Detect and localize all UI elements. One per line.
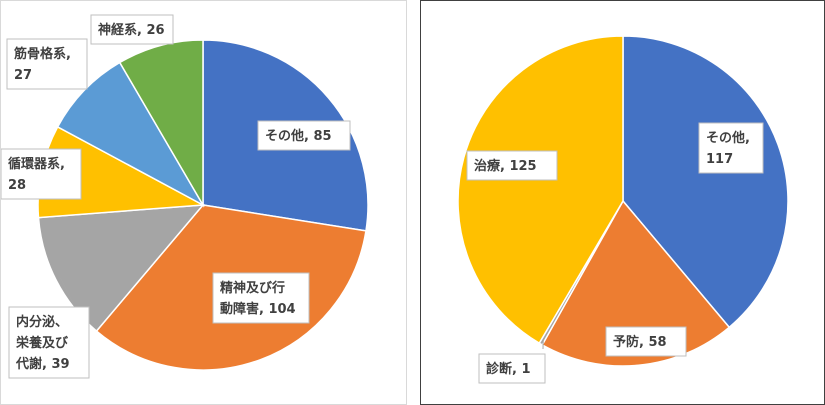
data-label-box-2	[8, 306, 90, 379]
pie-chart-right: その他, 117 予防, 58 診断, 1 治療, 125	[420, 0, 825, 405]
pie-slice-2	[37, 204, 205, 333]
data-label-box-0	[257, 120, 351, 151]
data-label-2: 診断, 1	[478, 339, 546, 384]
pie-chart-right-svg: その他, 117 予防, 58 診断, 1 治療, 125	[457, 35, 789, 384]
data-label-text-2: 内分泌、	[16, 314, 68, 330]
data-label-3: 治療, 125	[466, 150, 558, 181]
pie-chart-left: その他, 85 精神及び行動障害, 104 内分泌、栄養及び代謝, 39 循環器系, 2…	[0, 0, 407, 405]
data-label-text-0: 117	[706, 152, 733, 167]
data-label-5: 神経系, 26	[90, 14, 174, 45]
pie-slice-0	[622, 35, 789, 329]
data-label-box-1	[212, 272, 310, 324]
data-label-1: 予防, 58	[605, 326, 687, 357]
data-label-box-4	[6, 38, 88, 90]
data-label-text-1: 精神及び行	[220, 280, 285, 296]
pie-labels: その他, 117 予防, 58 診断, 1 治療, 125	[466, 122, 764, 384]
data-label-text-3: 循環器系,	[8, 156, 65, 172]
data-label-text-3: 28	[8, 178, 26, 193]
data-label-0: その他, 85	[257, 120, 351, 151]
data-label-box-5	[90, 14, 174, 45]
data-label-text-2: 代謝, 39	[15, 356, 70, 372]
data-label-text-2: 診断, 1	[486, 361, 531, 377]
pie-slice-5	[118, 39, 204, 208]
pie-slice-4	[56, 61, 205, 207]
data-label-3: 循環器系, 28	[1, 148, 82, 200]
data-label-box-3	[1, 148, 82, 200]
data-label-0: その他, 117	[698, 122, 764, 174]
pie-slice-1	[541, 199, 731, 367]
data-label-text-1: 予防, 58	[613, 334, 667, 350]
data-label-text-0: その他,	[706, 130, 750, 146]
data-label-text-5: 神経系, 26	[98, 22, 165, 38]
data-label-box-3	[466, 150, 558, 181]
data-label-text-2: 栄養及び	[15, 335, 69, 351]
data-label-text-4: 27	[14, 68, 32, 83]
data-label-text-4: 筋骨格系,	[13, 46, 71, 62]
data-label-4: 筋骨格系, 27	[6, 38, 88, 90]
pie-slice-3	[457, 35, 624, 345]
data-label-text-3: 治療, 125	[474, 158, 537, 174]
pie-slices	[457, 35, 789, 367]
data-label-text-1: 動障害, 104	[220, 301, 296, 317]
data-label-box-2	[478, 353, 546, 384]
data-label-box-0	[698, 122, 764, 174]
data-label-text-0: その他, 85	[265, 128, 332, 144]
data-label-box-1	[605, 326, 687, 357]
